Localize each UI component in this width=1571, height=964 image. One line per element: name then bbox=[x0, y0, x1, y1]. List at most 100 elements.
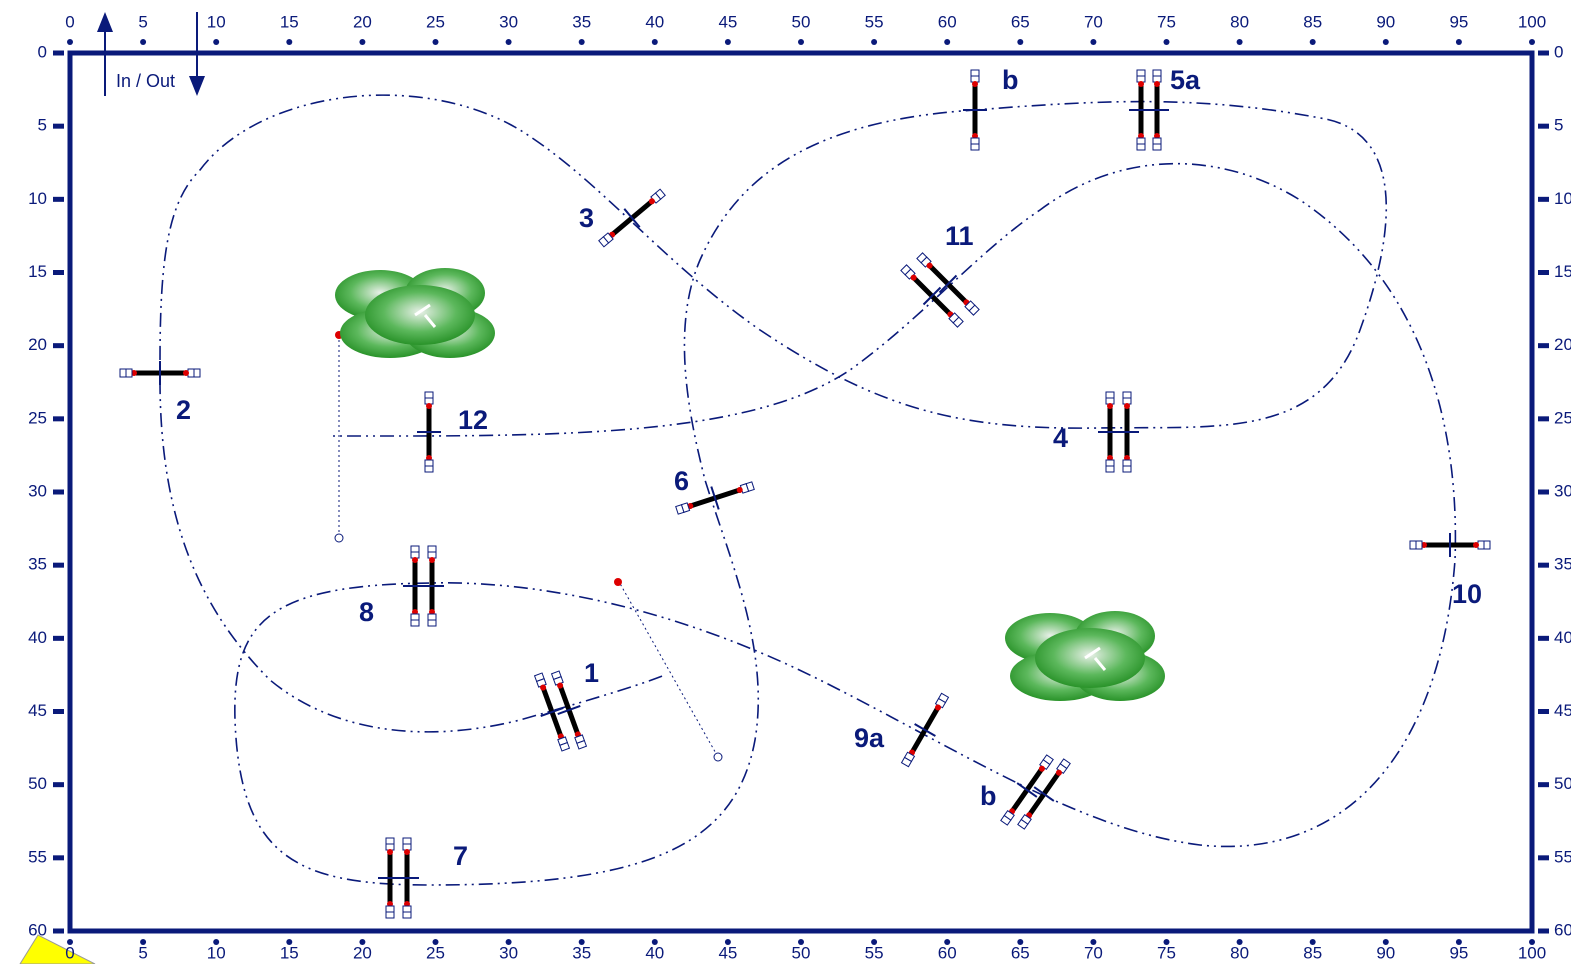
y-tick-label: 10 bbox=[1554, 189, 1571, 208]
tick-mark bbox=[1090, 939, 1097, 945]
x-tick-label: 10 bbox=[207, 12, 226, 31]
x-tick-label: 80 bbox=[1230, 12, 1249, 31]
y-tick-label: 20 bbox=[1554, 335, 1571, 354]
tick-mark bbox=[1163, 939, 1170, 945]
x-tick-label: 65 bbox=[1011, 12, 1030, 31]
obstacle-label: 6 bbox=[674, 466, 689, 496]
x-tick-label: 20 bbox=[353, 12, 372, 31]
x-tick-label: 50 bbox=[792, 943, 811, 962]
y-tick-label: 45 bbox=[1554, 701, 1571, 720]
tick-mark bbox=[798, 939, 804, 945]
axis-ticks: 0055101015152020252530303535404045455050… bbox=[28, 12, 1571, 962]
y-tick-label: 20 bbox=[28, 335, 47, 354]
arena-border bbox=[67, 50, 1535, 934]
obstacle bbox=[416, 391, 442, 473]
obstacle-label: b bbox=[1002, 65, 1019, 95]
entry-label: In / Out bbox=[116, 71, 175, 91]
route-line bbox=[159, 94, 1457, 886]
y-tick-label: 0 bbox=[38, 42, 47, 61]
route-line bbox=[159, 379, 666, 733]
obstacle bbox=[419, 545, 445, 627]
y-tick-label: 10 bbox=[28, 189, 47, 208]
x-tick-label: 85 bbox=[1303, 12, 1322, 31]
tick-mark bbox=[140, 939, 147, 945]
y-tick-label: 15 bbox=[28, 262, 47, 281]
tick-mark bbox=[1529, 939, 1535, 945]
tree bbox=[333, 266, 497, 360]
tick-mark bbox=[578, 39, 585, 45]
obstacle-label: 2 bbox=[176, 395, 191, 425]
x-tick-label: 100 bbox=[1518, 12, 1546, 31]
x-tick-label: 55 bbox=[865, 943, 884, 962]
obstacle-label: 5a bbox=[1170, 65, 1201, 95]
flag-marker bbox=[334, 533, 344, 543]
tick-mark bbox=[67, 939, 73, 945]
x-tick-label: 90 bbox=[1376, 12, 1395, 31]
x-tick-label: 85 bbox=[1303, 943, 1322, 962]
tick-mark bbox=[724, 939, 731, 945]
tick-mark bbox=[1382, 939, 1389, 945]
y-tick-label: 25 bbox=[28, 408, 47, 427]
y-tick-label: 0 bbox=[1554, 42, 1563, 61]
x-tick-label: 5 bbox=[138, 12, 147, 31]
obstacle-label: 11 bbox=[945, 221, 974, 251]
x-tick-label: 65 bbox=[1011, 943, 1030, 962]
x-tick-label: 90 bbox=[1376, 943, 1395, 962]
x-tick-label: 40 bbox=[645, 12, 664, 31]
tick-mark bbox=[1382, 39, 1389, 45]
obstacle-label: 12 bbox=[458, 405, 488, 435]
y-tick-label: 40 bbox=[28, 628, 47, 647]
x-tick-label: 0 bbox=[65, 12, 74, 31]
tick-mark bbox=[578, 939, 585, 945]
y-tick-label: 25 bbox=[1554, 408, 1571, 427]
tick-mark bbox=[1529, 39, 1535, 45]
tick-mark bbox=[871, 39, 878, 45]
tick-mark bbox=[432, 939, 439, 945]
tick-mark bbox=[286, 39, 293, 45]
tick-mark bbox=[1455, 939, 1462, 945]
obstacle-label: 9a bbox=[854, 723, 885, 753]
x-tick-label: 95 bbox=[1449, 12, 1468, 31]
obstacle bbox=[1409, 532, 1491, 558]
y-tick-label: 60 bbox=[1554, 920, 1571, 939]
x-tick-label: 35 bbox=[572, 12, 591, 31]
obstacle-label: 8 bbox=[359, 597, 374, 627]
tick-mark bbox=[67, 39, 73, 45]
x-tick-label: 25 bbox=[426, 12, 445, 31]
tick-mark bbox=[213, 939, 220, 945]
tick-mark bbox=[944, 39, 951, 45]
x-tick-label: 5 bbox=[138, 943, 147, 962]
tick-mark bbox=[359, 39, 366, 45]
out-arrow-head bbox=[189, 76, 205, 96]
tick-mark bbox=[871, 939, 878, 945]
tick-mark bbox=[505, 939, 512, 945]
tick-mark bbox=[1309, 39, 1316, 45]
tick-mark bbox=[432, 39, 439, 45]
marker-line bbox=[617, 579, 719, 758]
y-tick-label: 50 bbox=[1554, 774, 1571, 793]
x-tick-label: 100 bbox=[1518, 943, 1546, 962]
y-tick-label: 35 bbox=[28, 555, 47, 574]
obstacle-label: 1 bbox=[584, 658, 599, 688]
tree bbox=[1003, 609, 1167, 703]
obstacle bbox=[592, 182, 672, 254]
x-tick-label: 0 bbox=[65, 943, 74, 962]
tick-mark bbox=[140, 39, 147, 45]
in-arrow-head bbox=[97, 12, 113, 32]
tick-mark bbox=[724, 39, 731, 45]
obstacle bbox=[394, 837, 420, 919]
tick-mark bbox=[359, 939, 366, 945]
x-tick-label: 20 bbox=[353, 943, 372, 962]
tick-mark bbox=[944, 939, 951, 945]
tick-mark bbox=[798, 39, 804, 45]
obstacle bbox=[962, 69, 988, 151]
y-tick-label: 5 bbox=[1554, 116, 1563, 135]
y-tick-label: 50 bbox=[28, 774, 47, 793]
x-tick-label: 10 bbox=[207, 943, 226, 962]
tick-mark bbox=[1090, 39, 1097, 45]
tick-mark bbox=[1455, 39, 1462, 45]
obstacle bbox=[1144, 69, 1170, 151]
obstacle-label: 3 bbox=[579, 203, 594, 233]
x-tick-label: 35 bbox=[572, 943, 591, 962]
x-tick-label: 50 bbox=[792, 12, 811, 31]
